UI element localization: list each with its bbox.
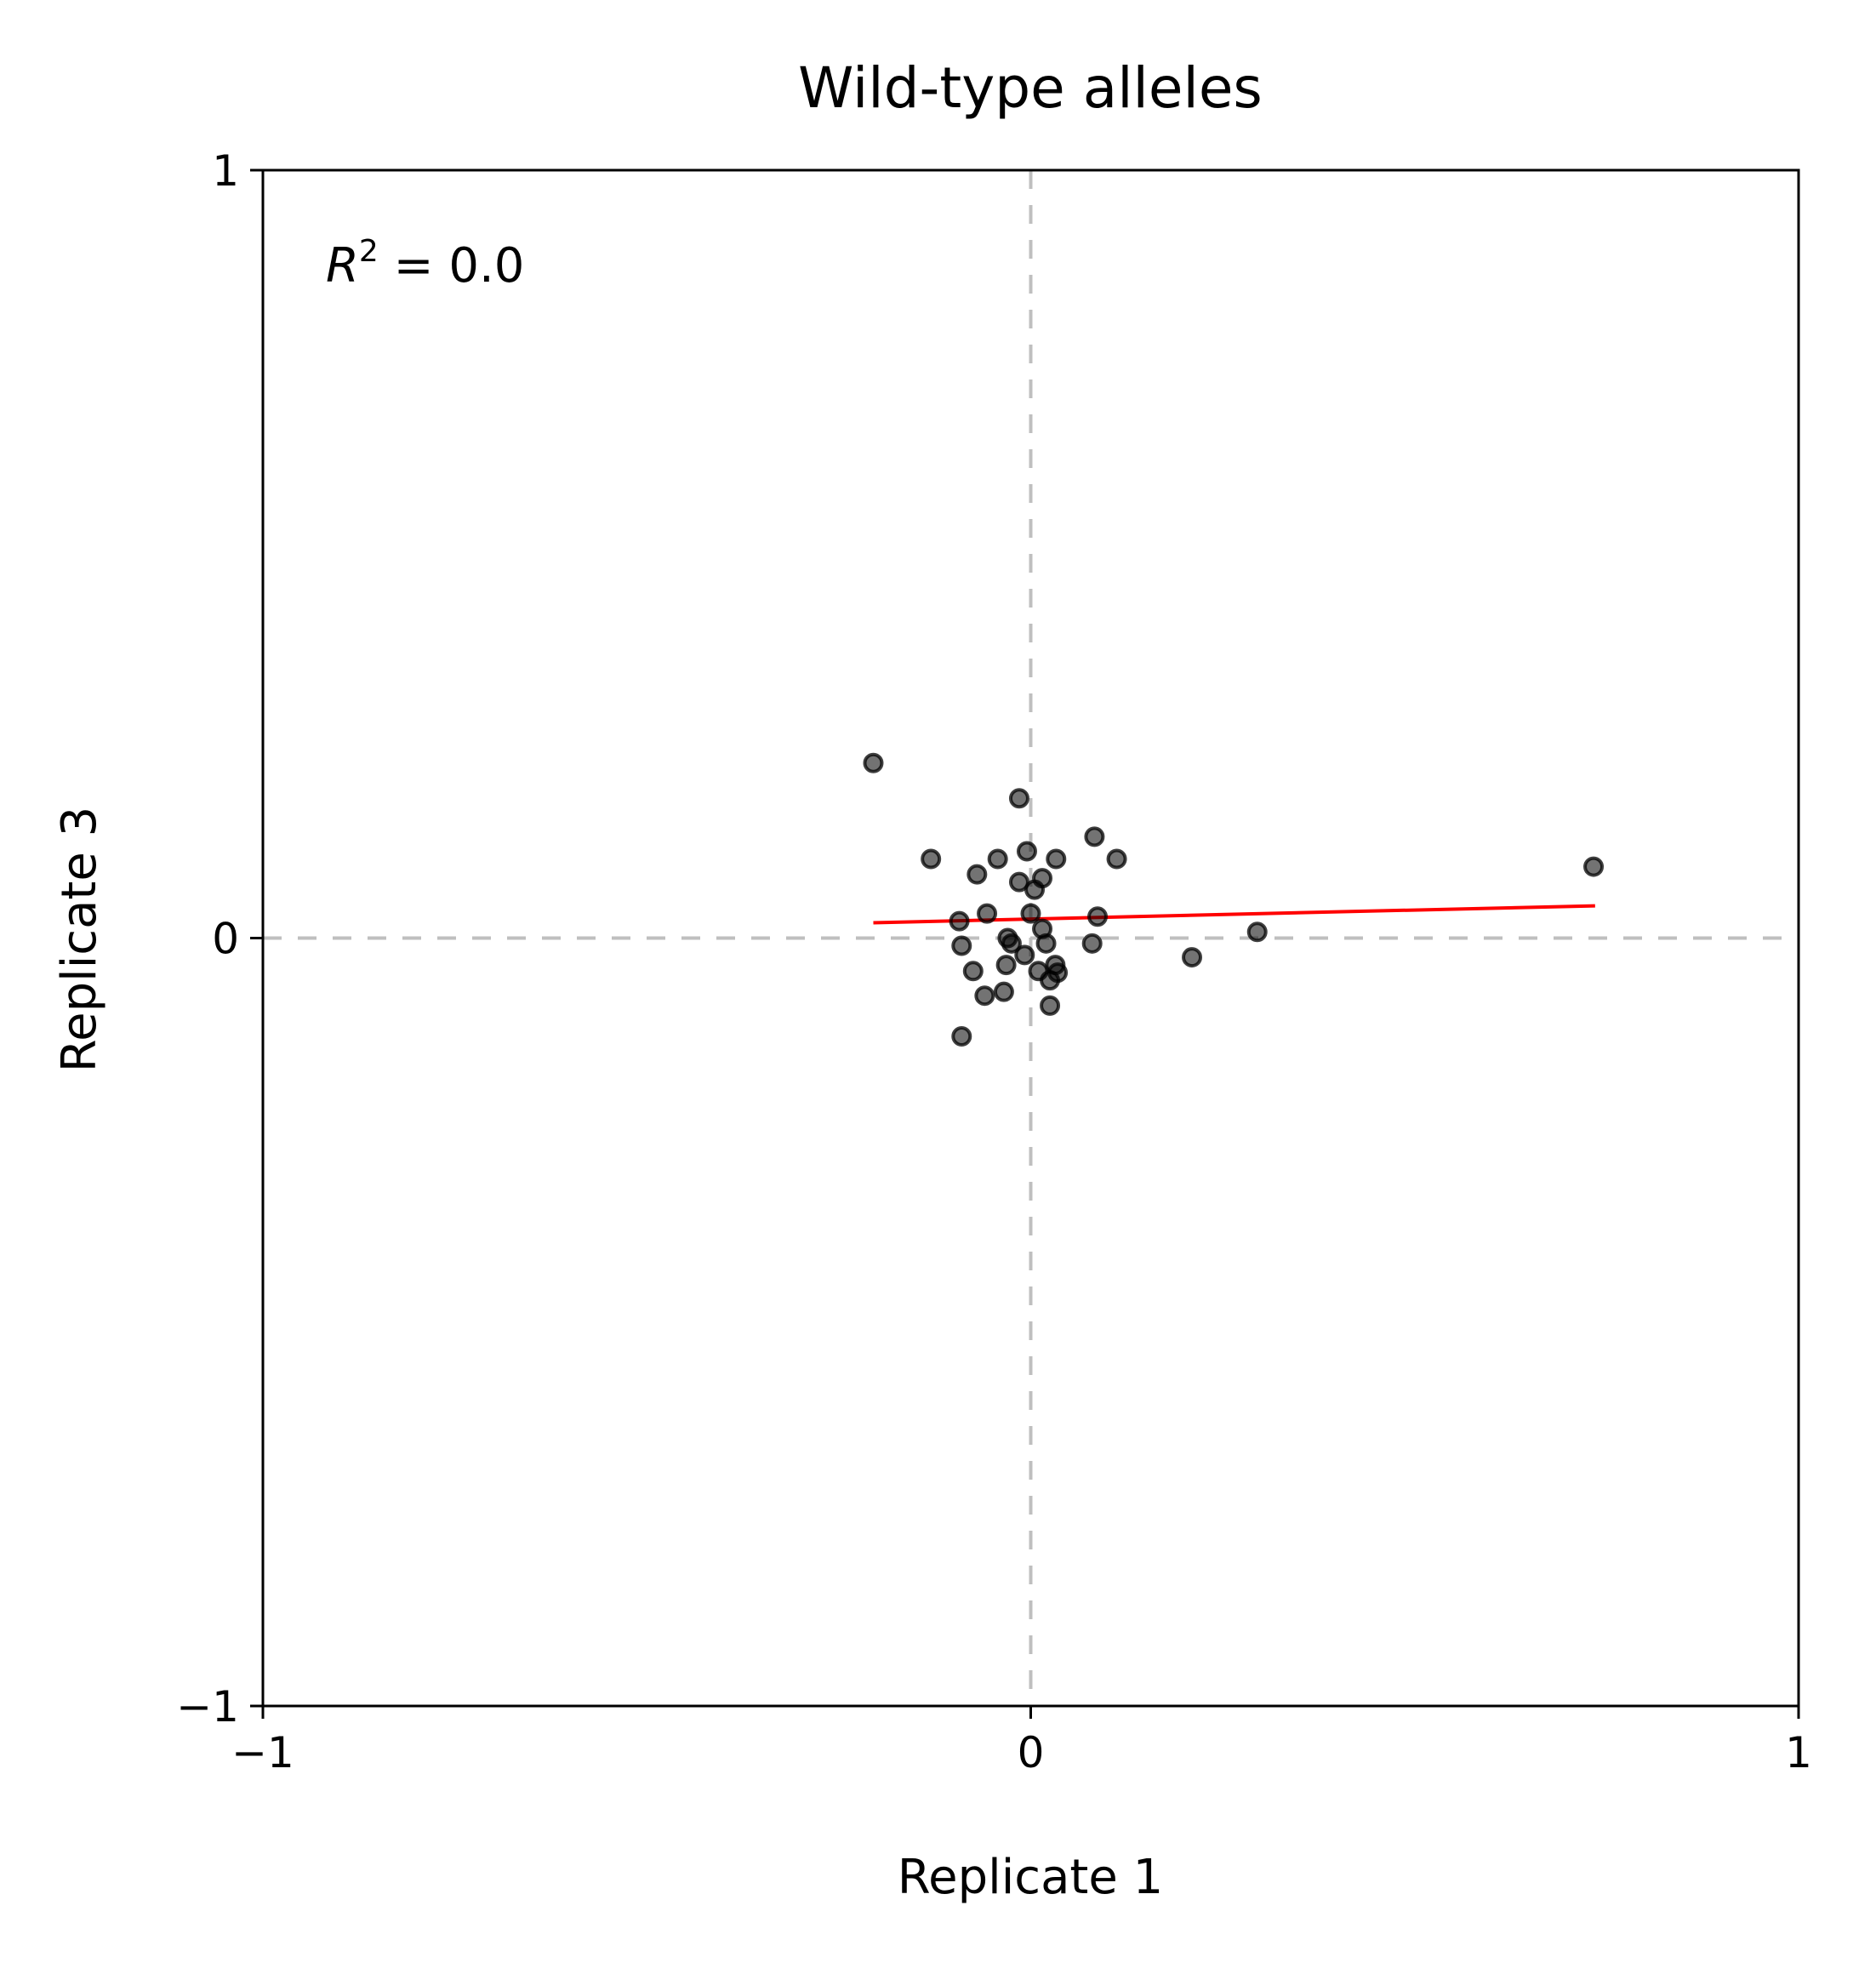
- x-tick-label: 1: [1785, 1728, 1812, 1777]
- y-axis-label: Replicate 3: [52, 807, 107, 1072]
- data-point: [987, 848, 1008, 870]
- data-point: [951, 1026, 972, 1047]
- data-point: [1246, 921, 1268, 943]
- data-point: [1081, 933, 1103, 954]
- data-point: [921, 848, 942, 870]
- y-tick-label: −1: [176, 1682, 239, 1732]
- data-point: [1046, 848, 1067, 870]
- data-point: [1008, 871, 1029, 893]
- data-point: [1084, 826, 1105, 847]
- data-point: [1087, 906, 1109, 927]
- data-point: [1040, 995, 1061, 1016]
- data-point: [995, 955, 1017, 976]
- data-point: [951, 935, 972, 956]
- r-squared-annotation: R2 = 0.0: [326, 234, 524, 294]
- data-point: [863, 752, 884, 773]
- data-point: [1001, 933, 1022, 954]
- data-point: [967, 864, 988, 885]
- x-axis-label: Replicate 1: [898, 1850, 1163, 1905]
- data-point: [962, 961, 984, 982]
- data-point: [1182, 947, 1203, 968]
- x-tick-label: −1: [231, 1728, 294, 1777]
- r-squared-exponent: 2: [359, 234, 379, 269]
- chart-title: Wild-type alleles: [798, 55, 1263, 121]
- r-squared-symbol: R: [326, 238, 359, 294]
- x-tick-label: 0: [1018, 1728, 1045, 1777]
- y-tick-label: 0: [212, 915, 239, 964]
- data-point: [949, 910, 970, 932]
- data-point: [1014, 944, 1035, 966]
- y-tick-label: 1: [212, 146, 239, 196]
- points-layer: [863, 752, 1605, 1047]
- data-point: [1024, 879, 1046, 900]
- data-point: [1016, 841, 1037, 862]
- data-point: [974, 985, 995, 1007]
- y-axis-ticks: −1 0 1: [176, 146, 263, 1732]
- data-point: [1106, 848, 1127, 870]
- data-point: [1583, 856, 1605, 877]
- data-point: [1040, 970, 1061, 991]
- r-squared-value: = 0.0: [379, 238, 525, 294]
- data-point: [977, 903, 998, 924]
- x-axis-ticks: −1 0 1: [231, 1706, 1812, 1777]
- data-point: [1035, 933, 1057, 954]
- data-point: [1008, 788, 1029, 809]
- data-point: [993, 981, 1014, 1002]
- reference-lines: [263, 170, 1799, 1706]
- data-point: [1020, 903, 1041, 924]
